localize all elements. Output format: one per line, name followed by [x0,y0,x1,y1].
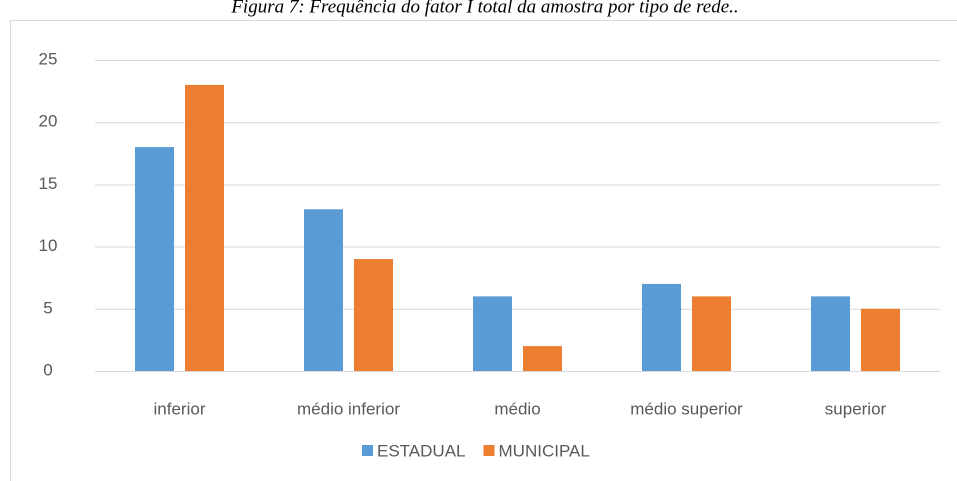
bar [354,259,393,371]
y-tick-label: 5 [43,298,52,317]
x-tick-label: superior [825,399,887,418]
bar [523,346,562,371]
y-tick-label: 10 [39,236,58,255]
x-tick-label: médio [494,399,540,418]
x-tick-label: inferior [154,399,206,418]
x-tick-label: médio inferior [297,399,400,418]
bar [135,147,174,371]
y-tick-label: 0 [43,360,52,379]
y-tick-label: 25 [39,49,58,68]
bar [473,296,512,371]
x-tick-label: médio superior [630,399,743,418]
legend-swatch [483,445,495,456]
bar [861,308,900,371]
bar [304,209,343,371]
bar [811,296,850,371]
legend-label: MUNICIPAL [499,441,590,460]
bar [642,283,681,371]
y-tick-label: 15 [39,174,58,193]
legend-swatch [362,445,373,456]
y-tick-label: 20 [39,112,58,131]
chart-title: Figura 7: Frequência do fator I total da… [230,0,738,17]
bar [185,84,224,371]
bar [692,296,731,371]
legend-label: ESTADUAL [377,441,466,460]
